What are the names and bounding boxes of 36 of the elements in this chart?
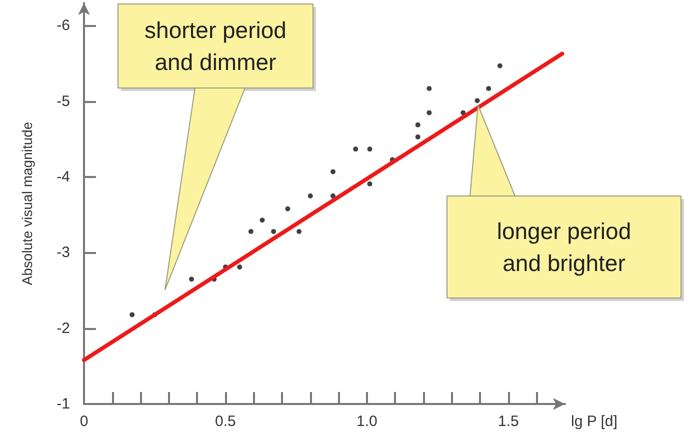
y-tick-label: -6 — [56, 17, 70, 34]
point — [130, 312, 135, 318]
point — [271, 228, 276, 234]
x-axis-title: lg P [d] — [571, 413, 618, 430]
y-axis-title: Absolute visual magnitude — [19, 122, 35, 286]
y-tick-label: -2 — [56, 320, 70, 337]
point — [237, 264, 242, 270]
point — [426, 110, 432, 116]
point — [460, 110, 466, 116]
point — [415, 134, 420, 140]
point — [497, 63, 502, 68]
point — [260, 218, 265, 223]
point — [353, 146, 358, 152]
point — [367, 181, 372, 186]
y-tick-label: -5 — [56, 92, 70, 110]
y-tick-label: -3 — [56, 244, 70, 262]
y-tick-label: -4 — [56, 168, 70, 186]
point — [296, 228, 302, 234]
annotation: longer period and brighter — [447, 196, 681, 298]
point — [330, 169, 336, 174]
point — [426, 86, 432, 91]
point — [189, 276, 194, 282]
x-tick-label: 1.0 — [356, 413, 378, 430]
point — [330, 193, 336, 198]
point — [248, 228, 254, 234]
x-tick-label: 1.5 — [498, 413, 519, 430]
x-tick-label: 0.5 — [215, 413, 236, 430]
point — [285, 206, 290, 212]
point — [486, 86, 492, 91]
point — [367, 146, 372, 152]
x-tick-label: 0 — [80, 413, 88, 430]
y-tick-label: -1 — [56, 396, 70, 412]
point — [474, 98, 480, 104]
point — [415, 122, 420, 128]
point — [308, 193, 313, 198]
annotation: shorter period and dimmer — [118, 4, 313, 88]
